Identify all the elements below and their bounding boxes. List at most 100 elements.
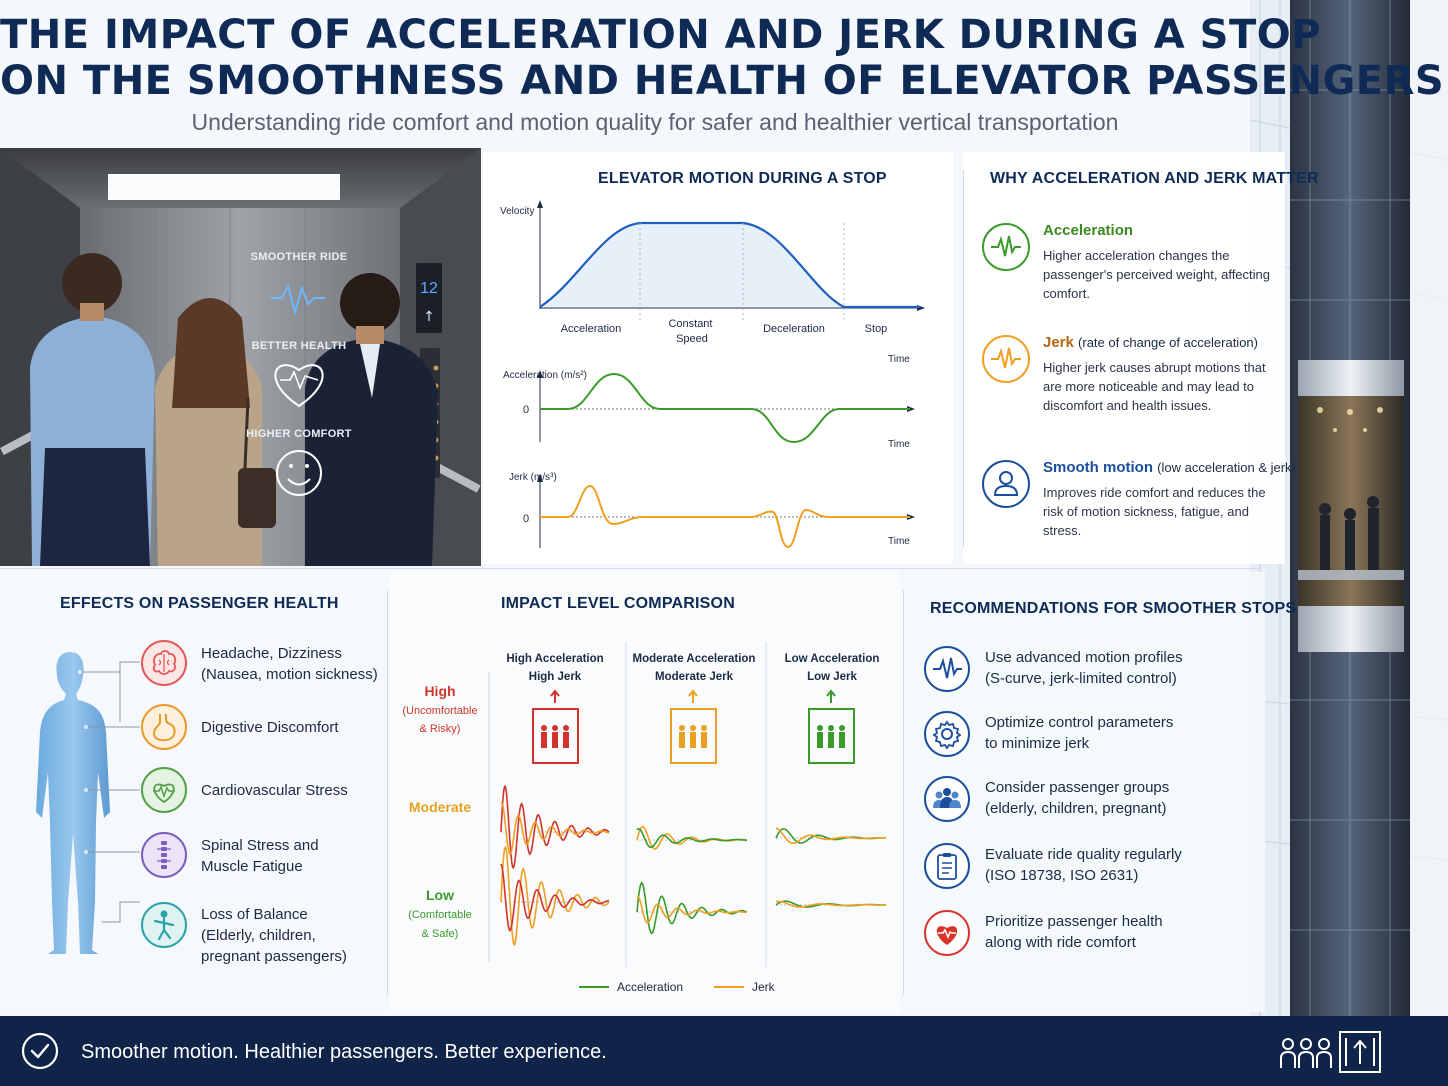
effect-headache-line-1: Headache, Dizziness [201,645,342,662]
elevator-passengers-photo: 12 ↑ [0,148,481,566]
level-high-note-1: (Uncomfortable [402,705,477,717]
rec-ride-quality-text: Evaluate ride quality regularly (ISO 187… [985,844,1255,886]
velocity-time-label: Time [888,354,910,365]
wave-moderate-jerk-bottom [636,895,747,924]
why-jerk-heading: Jerk (rate of change of acceleration) [1043,334,1258,351]
why-acceleration-body: Higher acceleration changes the passenge… [1043,248,1270,301]
phase-label-deceleration: Deceleration [763,323,825,335]
velocity-axis-label: Velocity [500,206,534,217]
why-acceleration-heading: Acceleration [1043,222,1134,239]
effects-panel-title: EFFECTS ON PASSENGER HEALTH [60,595,339,612]
divider-effects-impact [387,590,388,995]
person-icon [982,460,1030,508]
motion-charts: Velocity Acceleration Constant Speed Dec… [500,200,925,549]
impact-comparison-chart: High (Uncomfortable & Risky) Moderate Lo… [402,642,887,994]
passenger-man-right [305,273,438,566]
phase-label-stop: Stop [865,323,888,335]
clipboard-icon [924,843,970,889]
impact-panel: IMPACT LEVEL COMPARISON High (Uncomforta… [389,572,900,1012]
column-moderate-line-1: Moderate Acceleration [633,653,756,665]
legend-acceleration-label: Acceleration [617,980,683,994]
waveform-icon [982,335,1030,383]
phase-label-acceleration: Acceleration [561,323,622,335]
elevator-moderate-icon [670,689,717,764]
footer-tagline: Smoother motion. Healthier passengers. B… [81,1041,607,1063]
level-high-note-2: & Risky) [420,723,461,735]
wave-low-acceleration [775,828,887,844]
page-title-line-1: THE IMPACT OF ACCELERATION AND JERK DURI… [0,12,1322,58]
brain-icon [141,640,187,686]
phase-label-speed-line: Speed [676,333,708,345]
level-moderate-label: Moderate [409,799,471,815]
check-circle-icon [21,1032,59,1070]
rec-passenger-groups-line-2: (elderly, children, pregnant) [985,800,1167,817]
legend-jerk-label: Jerk [752,980,776,994]
spine-icon [141,832,187,878]
rec-prioritize-health-line-2: along with ride comfort [985,934,1136,951]
page-title-line-2: ON THE SMOOTHNESS AND HEALTH OF ELEVATOR… [0,58,1445,104]
passenger-man-left [30,253,155,566]
why-jerk-title: Jerk [1043,334,1074,351]
heartbeat-icon [270,283,325,316]
divider-horizontal [0,568,1260,569]
svg-text:↑: ↑ [423,309,435,325]
velocity-area [540,223,844,307]
elevator-low-icon [808,689,855,764]
impact-panel-title: IMPACT LEVEL COMPARISON [501,595,735,612]
wave-low-jerk [775,827,886,845]
effect-headache-line-2: (Nausea, motion sickness) [201,666,378,683]
level-low-note-2: & Safe) [422,928,459,940]
level-high-label: High [424,683,455,699]
why-panel: WHY ACCELERATION AND JERK MATTER Acceler… [963,152,1319,564]
why-jerk-subtitle: (rate of change of acceleration) [1078,335,1258,350]
effects-panel: EFFECTS ON PASSENGER HEALTH [0,572,385,1012]
effect-spinal-line-1: Spinal Stress and [201,837,319,854]
effect-balance-text: Loss of Balance (Elderly, children, preg… [201,904,391,967]
glass-elevator-tower-image [1250,0,1448,1016]
level-low-label: Low [426,887,454,903]
overlay-higher-comfort: HIGHER COMFORT [246,428,352,440]
why-smooth-subtitle: (low acceleration & jerk) [1157,460,1296,475]
phase-label-constant-line: Constant [668,318,712,330]
impact-waveforms [500,784,887,947]
rec-control-params-line-2: to minimize jerk [985,735,1090,752]
wave-moderate-acceleration [636,827,747,849]
rec-motion-profiles-line-2: (S-curve, jerk-limited control) [985,670,1177,687]
page-subtitle: Understanding ride comfort and motion qu… [191,109,1119,135]
column-low-line-1: Low Acceleration [785,653,880,665]
rec-passenger-groups-line-1: Consider passenger groups [985,779,1170,796]
title-block: THE IMPACT OF ACCELERATION AND JERK DURI… [0,0,1444,148]
column-high-line-1: High Acceleration [506,653,603,665]
gear-icon [924,711,970,757]
elevator-high-icon [532,689,579,764]
acceleration-curve [540,372,910,444]
rec-ride-quality-line-1: Evaluate ride quality regularly [985,846,1182,863]
divider-impact-recs [903,590,904,995]
heart-pulse-icon [141,767,187,813]
why-panel-title: WHY ACCELERATION AND JERK MATTER [990,170,1319,187]
effect-balance-line-3: pregnant passengers) [201,948,347,965]
effect-headache-text: Headache, Dizziness (Nausea, motion sick… [201,643,391,685]
effect-cardio-text: Cardiovascular Stress [201,782,348,799]
rec-control-params-text: Optimize control parameters to minimize … [985,712,1255,754]
rec-passenger-groups-text: Consider passenger groups (elderly, chil… [985,777,1255,819]
rec-control-params-line-1: Optimize control parameters [985,714,1174,731]
elevator-passengers-icon [1280,1031,1381,1073]
heart-icon [924,910,970,956]
effect-balance-line-1: Loss of Balance [201,906,308,923]
effect-balance-line-2: (Elderly, children, [201,927,316,944]
jerk-time-label: Time [888,536,910,547]
jerk-axis-label: Jerk (m/s³) [509,472,557,483]
phase-label-constant: Constant Speed [668,318,715,345]
floor-display: 12 [420,280,438,297]
divider-motion-why [963,170,964,548]
level-low-note-1: (Comfortable [408,909,472,921]
rec-prioritize-health-line-1: Prioritize passenger health [985,913,1163,930]
human-body-figure [36,652,140,954]
smiley-icon [276,450,322,496]
stomach-icon [141,704,187,750]
why-smooth-body: Improves ride comfort and reduces the ri… [1043,485,1266,538]
jerk-zero-label: 0 [523,513,529,525]
effect-digestive-text: Digestive Discomfort [201,719,339,736]
